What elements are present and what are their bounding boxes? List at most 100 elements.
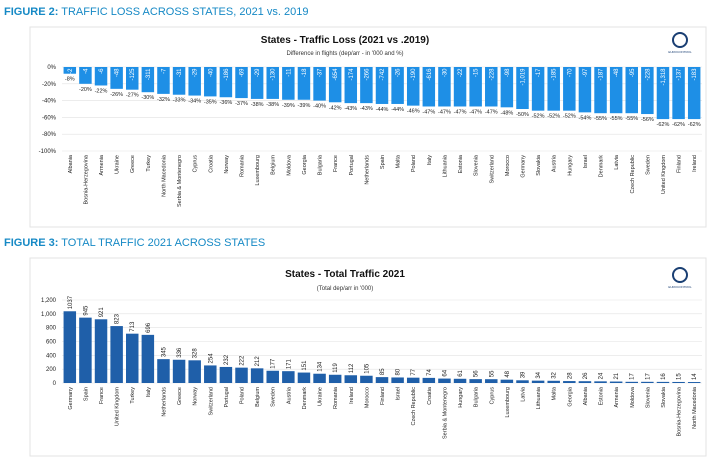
x-tick-label: Slovakia <box>661 386 667 408</box>
x-tick-label: Bosnia-Herzegovina <box>677 386 683 436</box>
loss-label: -174 <box>349 68 355 81</box>
data-label: 945 <box>83 305 89 316</box>
data-label: -47% <box>454 109 467 115</box>
loss-label: -48 <box>614 68 620 77</box>
data-label: -55% <box>594 116 607 122</box>
data-label: -34% <box>188 99 201 105</box>
bar <box>250 67 264 99</box>
x-tick-label: Morocco <box>505 155 511 176</box>
bar <box>360 375 373 383</box>
data-label: 921 <box>99 307 105 318</box>
logo-text: EUROCONTROL <box>668 285 692 289</box>
data-label: 39 <box>520 371 526 378</box>
x-tick-label: Austria <box>552 154 558 172</box>
data-label: 696 <box>146 322 152 333</box>
logo-ring <box>672 32 688 48</box>
x-tick-label: Albania <box>68 154 74 173</box>
data-label: -39% <box>298 103 311 109</box>
bar <box>594 67 607 114</box>
x-tick-label: Poland <box>240 387 246 404</box>
x-tick-label: Belgium <box>255 387 261 407</box>
loss-label: -190 <box>411 68 417 81</box>
bar <box>219 67 233 98</box>
bar <box>297 67 311 100</box>
x-tick-label: Georgia <box>567 386 573 407</box>
bar <box>563 67 576 111</box>
data-label: -47% <box>422 109 435 115</box>
bar <box>438 67 451 107</box>
data-label: 134 <box>318 361 324 372</box>
y-tick-label: -40% <box>42 99 57 105</box>
data-label: 713 <box>130 321 136 332</box>
x-tick-label: Turkey <box>130 387 136 404</box>
x-tick-label: Finland <box>380 387 386 405</box>
data-label: -56% <box>641 117 654 123</box>
data-label: 222 <box>240 355 246 366</box>
loss-label: -137 <box>677 68 683 81</box>
data-label: -26% <box>110 92 123 98</box>
data-label: 336 <box>177 347 183 358</box>
x-tick-label: Italy <box>146 387 152 397</box>
loss-label: -183 <box>692 68 698 81</box>
y-tick-label: 1,000 <box>41 312 57 318</box>
loss-label: -266 <box>364 68 370 81</box>
data-label: 823 <box>115 313 121 324</box>
x-tick-label: Finland <box>677 155 683 173</box>
loss-label: -1,318 <box>661 68 667 86</box>
logo: EUROCONTROL <box>668 267 692 289</box>
data-label: -38% <box>266 102 279 108</box>
chart-title: States - Traffic Loss (2021 vs .2019) <box>261 35 429 46</box>
bar <box>687 67 701 120</box>
x-tick-label: Turkey <box>146 155 152 172</box>
loss-label: -1,019 <box>520 68 526 86</box>
x-tick-label: Greece <box>130 155 136 173</box>
data-label: -33% <box>173 98 186 104</box>
bar <box>344 67 358 104</box>
loss-label: -185 <box>552 68 558 81</box>
data-label: 28 <box>567 372 573 379</box>
bar <box>547 67 560 111</box>
x-tick-label: Georgia <box>302 154 308 175</box>
loss-label: -15 <box>474 68 480 77</box>
chart-subtitle: (Total dep/arr in '000) <box>317 286 374 292</box>
bar <box>266 370 279 383</box>
data-label: 16 <box>661 373 667 380</box>
loss-label: -95 <box>630 68 636 77</box>
logo-text: EUROCONTROL <box>668 50 692 54</box>
bar <box>625 67 638 114</box>
x-tick-label: Romania <box>240 154 246 177</box>
data-label: -8% <box>65 77 75 83</box>
data-label: -62% <box>657 122 670 128</box>
x-tick-label: Ireland <box>349 387 355 404</box>
x-tick-label: Switzerland <box>208 387 214 415</box>
bar <box>531 380 545 383</box>
loss-label: -311 <box>146 68 152 80</box>
x-tick-label: Hungary <box>458 387 464 408</box>
data-label: 15 <box>677 373 683 380</box>
bar <box>172 359 186 383</box>
data-label: 171 <box>286 358 292 369</box>
bar <box>656 67 670 120</box>
bar <box>641 67 654 115</box>
data-label: -36% <box>219 100 232 106</box>
x-tick-label: Luxembourg <box>255 155 261 186</box>
x-tick-label: United Kingdom <box>115 387 121 427</box>
x-tick-label: Albania <box>583 386 589 405</box>
data-label: -38% <box>251 102 264 108</box>
y-tick-label: -60% <box>42 115 57 121</box>
x-tick-label: Belgium <box>271 155 277 175</box>
loss-label: -69 <box>240 68 246 77</box>
bar <box>641 381 654 383</box>
bar <box>609 67 623 114</box>
loss-label: -40 <box>208 68 214 77</box>
data-label: 254 <box>208 353 214 364</box>
bar <box>79 317 92 383</box>
bar <box>422 377 436 383</box>
bar <box>672 381 685 383</box>
bar <box>235 367 248 383</box>
x-tick-label: Malta <box>552 386 558 400</box>
data-label: -22% <box>95 88 108 94</box>
bar <box>438 378 451 383</box>
x-tick-label: Norway <box>224 155 230 174</box>
bar <box>328 67 342 103</box>
